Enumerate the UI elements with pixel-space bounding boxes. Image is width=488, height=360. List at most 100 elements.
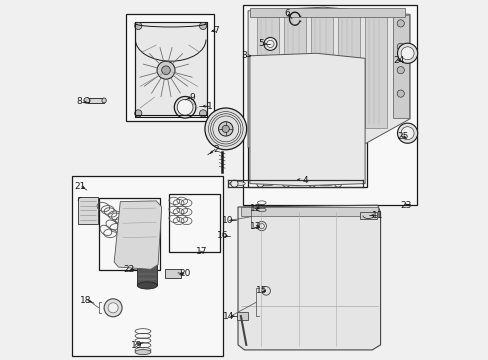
Bar [310, 15, 332, 128]
Ellipse shape [276, 69, 294, 82]
Circle shape [174, 96, 196, 118]
Bar [242, 5, 416, 205]
Polygon shape [114, 201, 162, 269]
Ellipse shape [85, 98, 90, 103]
Ellipse shape [102, 98, 106, 103]
Text: 18: 18 [80, 296, 92, 305]
Text: 20: 20 [179, 269, 190, 278]
Ellipse shape [229, 181, 244, 186]
Bar [78, 197, 98, 224]
Bar [164, 269, 181, 278]
Bar [99, 198, 160, 270]
Ellipse shape [258, 181, 274, 186]
Text: 8: 8 [77, 98, 82, 107]
Text: 6: 6 [284, 9, 289, 18]
Circle shape [356, 60, 362, 66]
Text: 7: 7 [213, 26, 219, 35]
Ellipse shape [251, 69, 269, 82]
Bar [327, 96, 351, 113]
Text: 22: 22 [122, 265, 134, 274]
Circle shape [304, 117, 314, 128]
Circle shape [400, 47, 413, 60]
Ellipse shape [137, 282, 157, 289]
Text: 2: 2 [213, 145, 219, 154]
Circle shape [230, 180, 238, 187]
Text: 25: 25 [396, 132, 408, 141]
Ellipse shape [135, 350, 151, 355]
Circle shape [264, 37, 276, 50]
Bar [125, 14, 213, 121]
Text: 1: 1 [207, 102, 213, 111]
Ellipse shape [325, 69, 343, 82]
Circle shape [157, 61, 175, 79]
Circle shape [396, 20, 404, 27]
Ellipse shape [288, 181, 304, 186]
Text: 10: 10 [221, 216, 232, 225]
Circle shape [257, 221, 266, 231]
Circle shape [104, 299, 122, 317]
Text: 23: 23 [400, 201, 411, 210]
Text: 3: 3 [241, 51, 247, 60]
Circle shape [252, 60, 258, 66]
Text: 4: 4 [302, 176, 308, 185]
Circle shape [222, 125, 229, 132]
Text: 19: 19 [130, 341, 142, 350]
Circle shape [199, 22, 206, 30]
Circle shape [397, 123, 417, 143]
Bar [295, 96, 318, 113]
Bar [88, 98, 104, 103]
Text: 13: 13 [249, 222, 261, 231]
Circle shape [396, 90, 404, 97]
Circle shape [218, 122, 232, 136]
Bar [237, 312, 247, 320]
Text: 9: 9 [189, 93, 195, 102]
Circle shape [256, 180, 264, 187]
Text: 17: 17 [196, 248, 207, 256]
Circle shape [134, 110, 142, 117]
Circle shape [261, 287, 270, 295]
Circle shape [177, 99, 193, 115]
Circle shape [328, 117, 339, 128]
Circle shape [397, 43, 417, 63]
Text: 15: 15 [256, 287, 267, 296]
Bar [257, 15, 278, 128]
Circle shape [255, 117, 265, 128]
Bar [365, 15, 386, 128]
Circle shape [252, 174, 258, 179]
Bar [263, 96, 286, 113]
Polygon shape [249, 53, 365, 186]
Bar [241, 207, 377, 216]
Circle shape [396, 43, 404, 50]
Bar [72, 176, 223, 356]
Bar [249, 8, 404, 17]
Bar [168, 194, 220, 252]
Ellipse shape [300, 69, 318, 82]
Bar [134, 22, 206, 117]
Circle shape [266, 40, 273, 48]
Circle shape [279, 117, 290, 128]
Circle shape [204, 108, 246, 150]
Text: 11: 11 [371, 211, 383, 220]
Circle shape [84, 98, 89, 103]
Circle shape [400, 127, 413, 140]
Text: 14: 14 [222, 311, 234, 320]
Circle shape [356, 174, 362, 179]
Bar [337, 15, 359, 128]
Circle shape [162, 66, 170, 75]
Circle shape [199, 110, 206, 117]
Bar [247, 52, 366, 187]
Polygon shape [238, 205, 380, 350]
Ellipse shape [317, 181, 333, 186]
Text: 16: 16 [217, 231, 228, 240]
Bar [359, 212, 376, 219]
Text: 21: 21 [74, 182, 85, 191]
Circle shape [396, 67, 404, 74]
Circle shape [259, 224, 264, 229]
Bar [137, 253, 157, 285]
Text: 12: 12 [249, 204, 261, 212]
Circle shape [308, 180, 315, 187]
Text: 5: 5 [257, 40, 263, 49]
Circle shape [134, 22, 142, 30]
Circle shape [334, 180, 341, 187]
Ellipse shape [137, 249, 157, 257]
